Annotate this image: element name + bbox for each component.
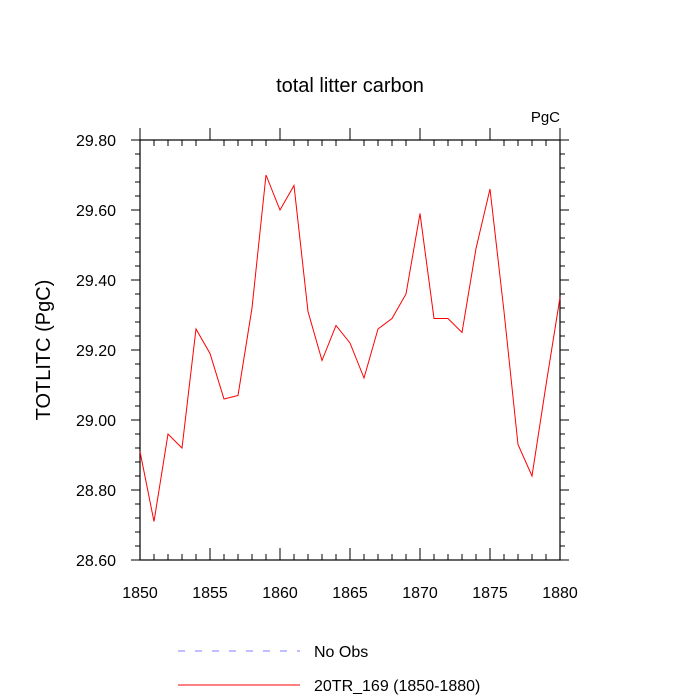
data-point (181, 447, 182, 448)
data-point (223, 398, 224, 399)
data-point (293, 185, 294, 186)
data-point (503, 311, 504, 312)
data-point (251, 307, 252, 308)
data-point (335, 325, 336, 326)
data-point (321, 360, 322, 361)
data-point (559, 297, 560, 298)
x-tick-label: 1880 (542, 585, 578, 602)
data-point (391, 318, 392, 319)
x-tick-label: 1850 (122, 585, 158, 602)
data-point (349, 342, 350, 343)
x-tick-label: 1855 (192, 585, 228, 602)
data-point (531, 475, 532, 476)
series-layer (139, 174, 561, 522)
chart-title: total litter carbon (276, 75, 424, 97)
data-point (237, 395, 238, 396)
data-point (139, 451, 140, 452)
axis-ticks (131, 128, 569, 561)
legend: No Obs 20TR_169 (1850-1880) (178, 644, 480, 695)
data-point (307, 311, 308, 312)
y-tick-label: 29.20 (76, 343, 116, 360)
data-point (265, 174, 266, 175)
y-tick-label: 28.80 (76, 483, 116, 500)
data-point (461, 332, 462, 333)
data-point (405, 293, 406, 294)
data-point (545, 384, 546, 385)
axis-tick-labels: 1850 1855 1860 1865 1870 1875 1880 28.60 28.80 29… (76, 133, 578, 602)
y-tick-label: 29.00 (76, 413, 116, 430)
y-tick-label: 28.60 (76, 553, 116, 570)
data-point (363, 377, 364, 378)
data-point (209, 353, 210, 354)
y-tick-label: 29.80 (76, 133, 116, 150)
legend-label: 20TR_169 (1850-1880) (314, 678, 480, 695)
data-point (419, 213, 420, 214)
x-tick-label: 1870 (402, 585, 438, 602)
x-tick-label: 1860 (262, 585, 298, 602)
units-label: PgC (531, 109, 560, 126)
data-point (195, 328, 196, 329)
x-tick-label: 1865 (332, 585, 368, 602)
series-line (139, 174, 561, 522)
data-point (447, 318, 448, 319)
plot-frame (139, 139, 561, 561)
data-point (279, 209, 280, 210)
y-tick-label: 29.40 (76, 273, 116, 290)
y-tick-label: 29.60 (76, 203, 116, 220)
y-axis-label: TOTLITC (PgC) (33, 280, 55, 421)
data-point (433, 318, 434, 319)
data-point (167, 433, 168, 434)
data-point (489, 188, 490, 189)
legend-label: No Obs (314, 644, 368, 661)
data-point (153, 521, 154, 522)
data-point (475, 248, 476, 249)
data-point (517, 444, 518, 445)
data-point (377, 328, 378, 329)
x-tick-label: 1875 (472, 585, 508, 602)
